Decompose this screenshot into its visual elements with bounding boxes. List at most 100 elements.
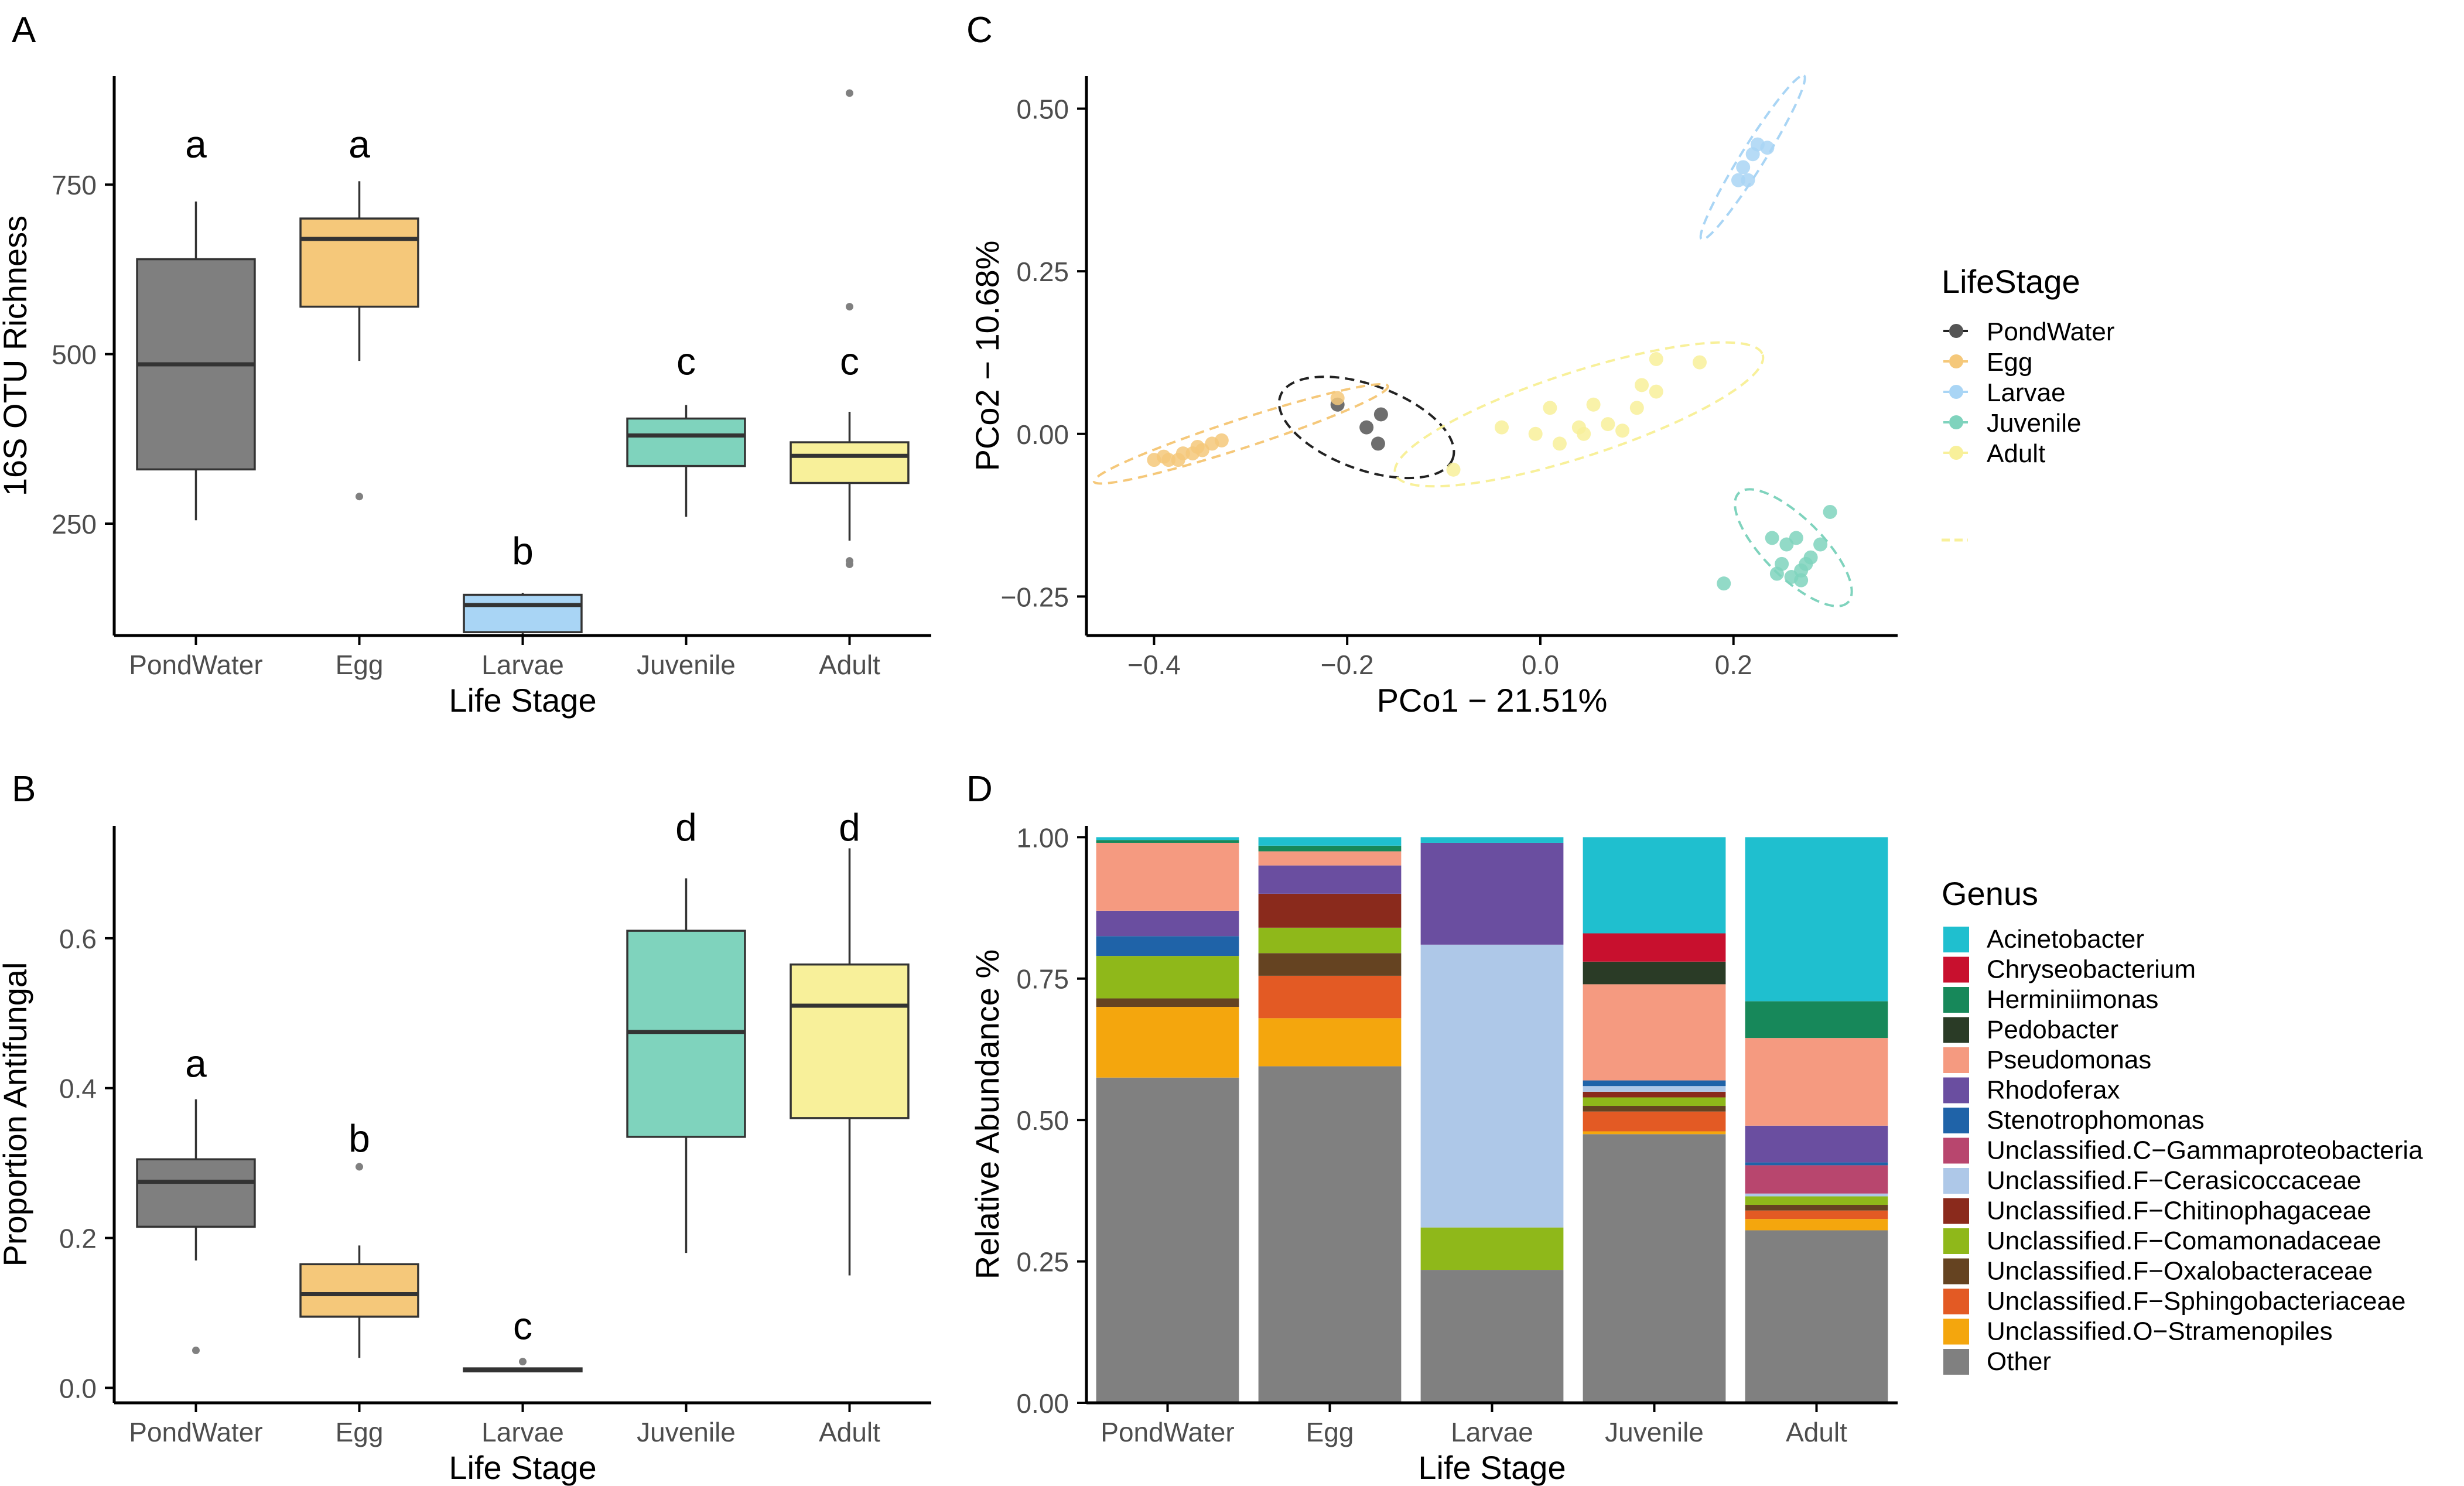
y-tick-label-1-00: 1.00: [1016, 822, 1069, 853]
box-body: [790, 963, 910, 1119]
legend-swatch: [1943, 1228, 1969, 1254]
data-point: [1799, 556, 1813, 571]
legend-label: Pseudomonas: [1987, 1046, 2151, 1074]
x-tick-label-egg: Egg: [1306, 1417, 1354, 1447]
significance-letter: b: [512, 529, 534, 572]
bar-segment-unclassified-f-sphingobacteriaceae: [1258, 975, 1402, 1019]
significance-letter: a: [185, 122, 207, 166]
y-tick-label-0-00: 0.00: [1016, 419, 1069, 450]
legend-item-stenotrophomonas: Stenotrophomonas: [1943, 1106, 2205, 1135]
legend-label: Rhodoferax: [1987, 1076, 2120, 1105]
data-point: [1359, 420, 1374, 435]
legend-label: Unclassified.F−Comamonadaceae: [1987, 1227, 2381, 1255]
legend-item-unclassified-o-stramenopiles: Unclassified.O−Stramenopiles: [1943, 1317, 2333, 1346]
bar-segment-unclassified-o-stramenopiles: [1583, 1131, 1726, 1135]
x-tick-label-larvae: Larvae: [481, 650, 564, 680]
bar-segment-pedobacter: [1583, 961, 1726, 985]
bar-segment-other: [1745, 1230, 1888, 1403]
y-tick-label-0-00: 0.00: [1016, 1388, 1069, 1419]
data-point: [1823, 505, 1837, 520]
y-axis-title: PCo2 − 10.68%: [969, 241, 1006, 472]
legend-label: Adult: [1987, 439, 2045, 468]
legend-swatch: [1943, 1017, 1969, 1043]
bar-segment-unclassified-f-comamonadaceae: [1258, 927, 1402, 954]
bar-adult: [1745, 837, 1888, 1403]
y-tick-label-0-0: 0.0: [59, 1373, 97, 1403]
data-point: [1760, 141, 1775, 155]
bar-segment-other: [1420, 1270, 1564, 1403]
bar-segment-other: [1258, 1066, 1402, 1403]
box-body: [136, 1158, 256, 1228]
legend-swatch: [1943, 1349, 1969, 1375]
outlier-point: [846, 303, 853, 311]
legend-item-unclassified-f-oxalobacteraceae: Unclassified.F−Oxalobacteraceae: [1943, 1257, 2373, 1286]
y-tick-label-0-25: 0.25: [1016, 257, 1069, 287]
significance-letter: c: [676, 339, 696, 382]
bar-segment-acinetobacter: [1420, 837, 1564, 843]
legend-item-other: Other: [1943, 1347, 2051, 1376]
legend-label: Unclassified.C−Gammaproteobacteria: [1987, 1136, 2423, 1165]
x-tick-label-adult: Adult: [819, 1417, 880, 1447]
legend-item-unclassified-f-comamonadaceae: Unclassified.F−Comamonadaceae: [1943, 1227, 2381, 1255]
x-axis-title: PCo1 − 21.51%: [1377, 682, 1608, 719]
y-tick-label-0-6: 0.6: [59, 924, 97, 954]
significance-letter: c: [840, 339, 859, 382]
bar-segment-unclassified-f-comamonadaceae: [1745, 1196, 1888, 1205]
legend-swatch: [1943, 987, 1969, 1013]
panel-label: B: [12, 769, 36, 809]
box-adult: c: [790, 89, 910, 568]
legend-item-rhodoferax: Rhodoferax: [1943, 1076, 2120, 1105]
confidence-ellipse: [1734, 488, 1853, 607]
legend-item-unclassified-c-gammaproteobacteria: Unclassified.C−Gammaproteobacteria: [1943, 1136, 2423, 1165]
data-point: [1789, 531, 1803, 545]
legend-swatch: [1943, 1318, 1969, 1345]
box-pondwater: a: [136, 122, 256, 521]
legend-item-pedobacter: Pedobacter: [1943, 1016, 2118, 1044]
significance-letter: a: [348, 122, 370, 166]
legend-swatch: [1943, 1168, 1969, 1194]
panel-C: −0.25 0.00 0.25 0.50 −0.4 −0.2 0.0 0.2 PCo1 − 21…: [966, 10, 2114, 719]
legend-label: Egg: [1987, 348, 2032, 377]
y-axis-title: Relative Abundance %: [969, 949, 1006, 1280]
data-point: [1373, 407, 1388, 422]
bar-segment-unclassified-f-comamonadaceae: [1420, 1227, 1564, 1270]
legend-item-herminiimonas: Herminiimonas: [1943, 985, 2158, 1014]
bar-segment-unclassified-c-gammaproteobacteria: [1745, 1165, 1888, 1194]
data-point: [1629, 401, 1644, 415]
box-body: [626, 417, 746, 467]
legend-key-point: [1949, 415, 1963, 429]
legend-label: Acinetobacter: [1987, 925, 2144, 954]
y-axis-title: Proportion Antifungal: [0, 962, 33, 1267]
confidence-ellipse: [1393, 341, 1765, 488]
data-point: [1214, 433, 1229, 447]
bar-segment-herminiimonas: [1096, 840, 1239, 843]
bar-segment-rhodoferax: [1096, 910, 1239, 937]
significance-letter: a: [185, 1042, 207, 1085]
legend-item-unclassified-f-chitinophagaceae: Unclassified.F−Chitinophagaceae: [1943, 1197, 2371, 1225]
bar-segment-stenotrophomonas: [1096, 936, 1239, 956]
box-body: [790, 441, 910, 484]
legend-label: Stenotrophomonas: [1987, 1106, 2205, 1135]
legend-item-acinetobacter: Acinetobacter: [1943, 925, 2144, 954]
data-point: [1528, 426, 1543, 441]
legend-item-pseudomonas: Pseudomonas: [1943, 1046, 2151, 1074]
legend-swatch: [1943, 1198, 1969, 1224]
legend-swatch: [1943, 927, 1969, 952]
outlier-point: [356, 493, 363, 501]
data-point: [1731, 173, 1745, 187]
significance-letter: d: [675, 806, 697, 849]
bar-segment-other: [1096, 1077, 1239, 1403]
bar-segment-unclassified-f-sphingobacteriaceae: [1583, 1111, 1726, 1132]
legend-swatch: [1943, 1137, 1969, 1164]
confidence-ellipse: [1277, 375, 1455, 480]
legend-key-point: [1949, 446, 1963, 460]
box-body: [299, 1263, 419, 1318]
data-point: [1601, 417, 1615, 432]
box-larvae: c: [463, 1304, 583, 1373]
legend-key-point: [1949, 385, 1963, 399]
data-point: [1171, 453, 1185, 467]
legend-label: Unclassified.F−Cerasicoccaceae: [1987, 1166, 2362, 1195]
y-tick-label-500: 500: [52, 340, 97, 370]
bar-larvae: [1420, 837, 1564, 1403]
